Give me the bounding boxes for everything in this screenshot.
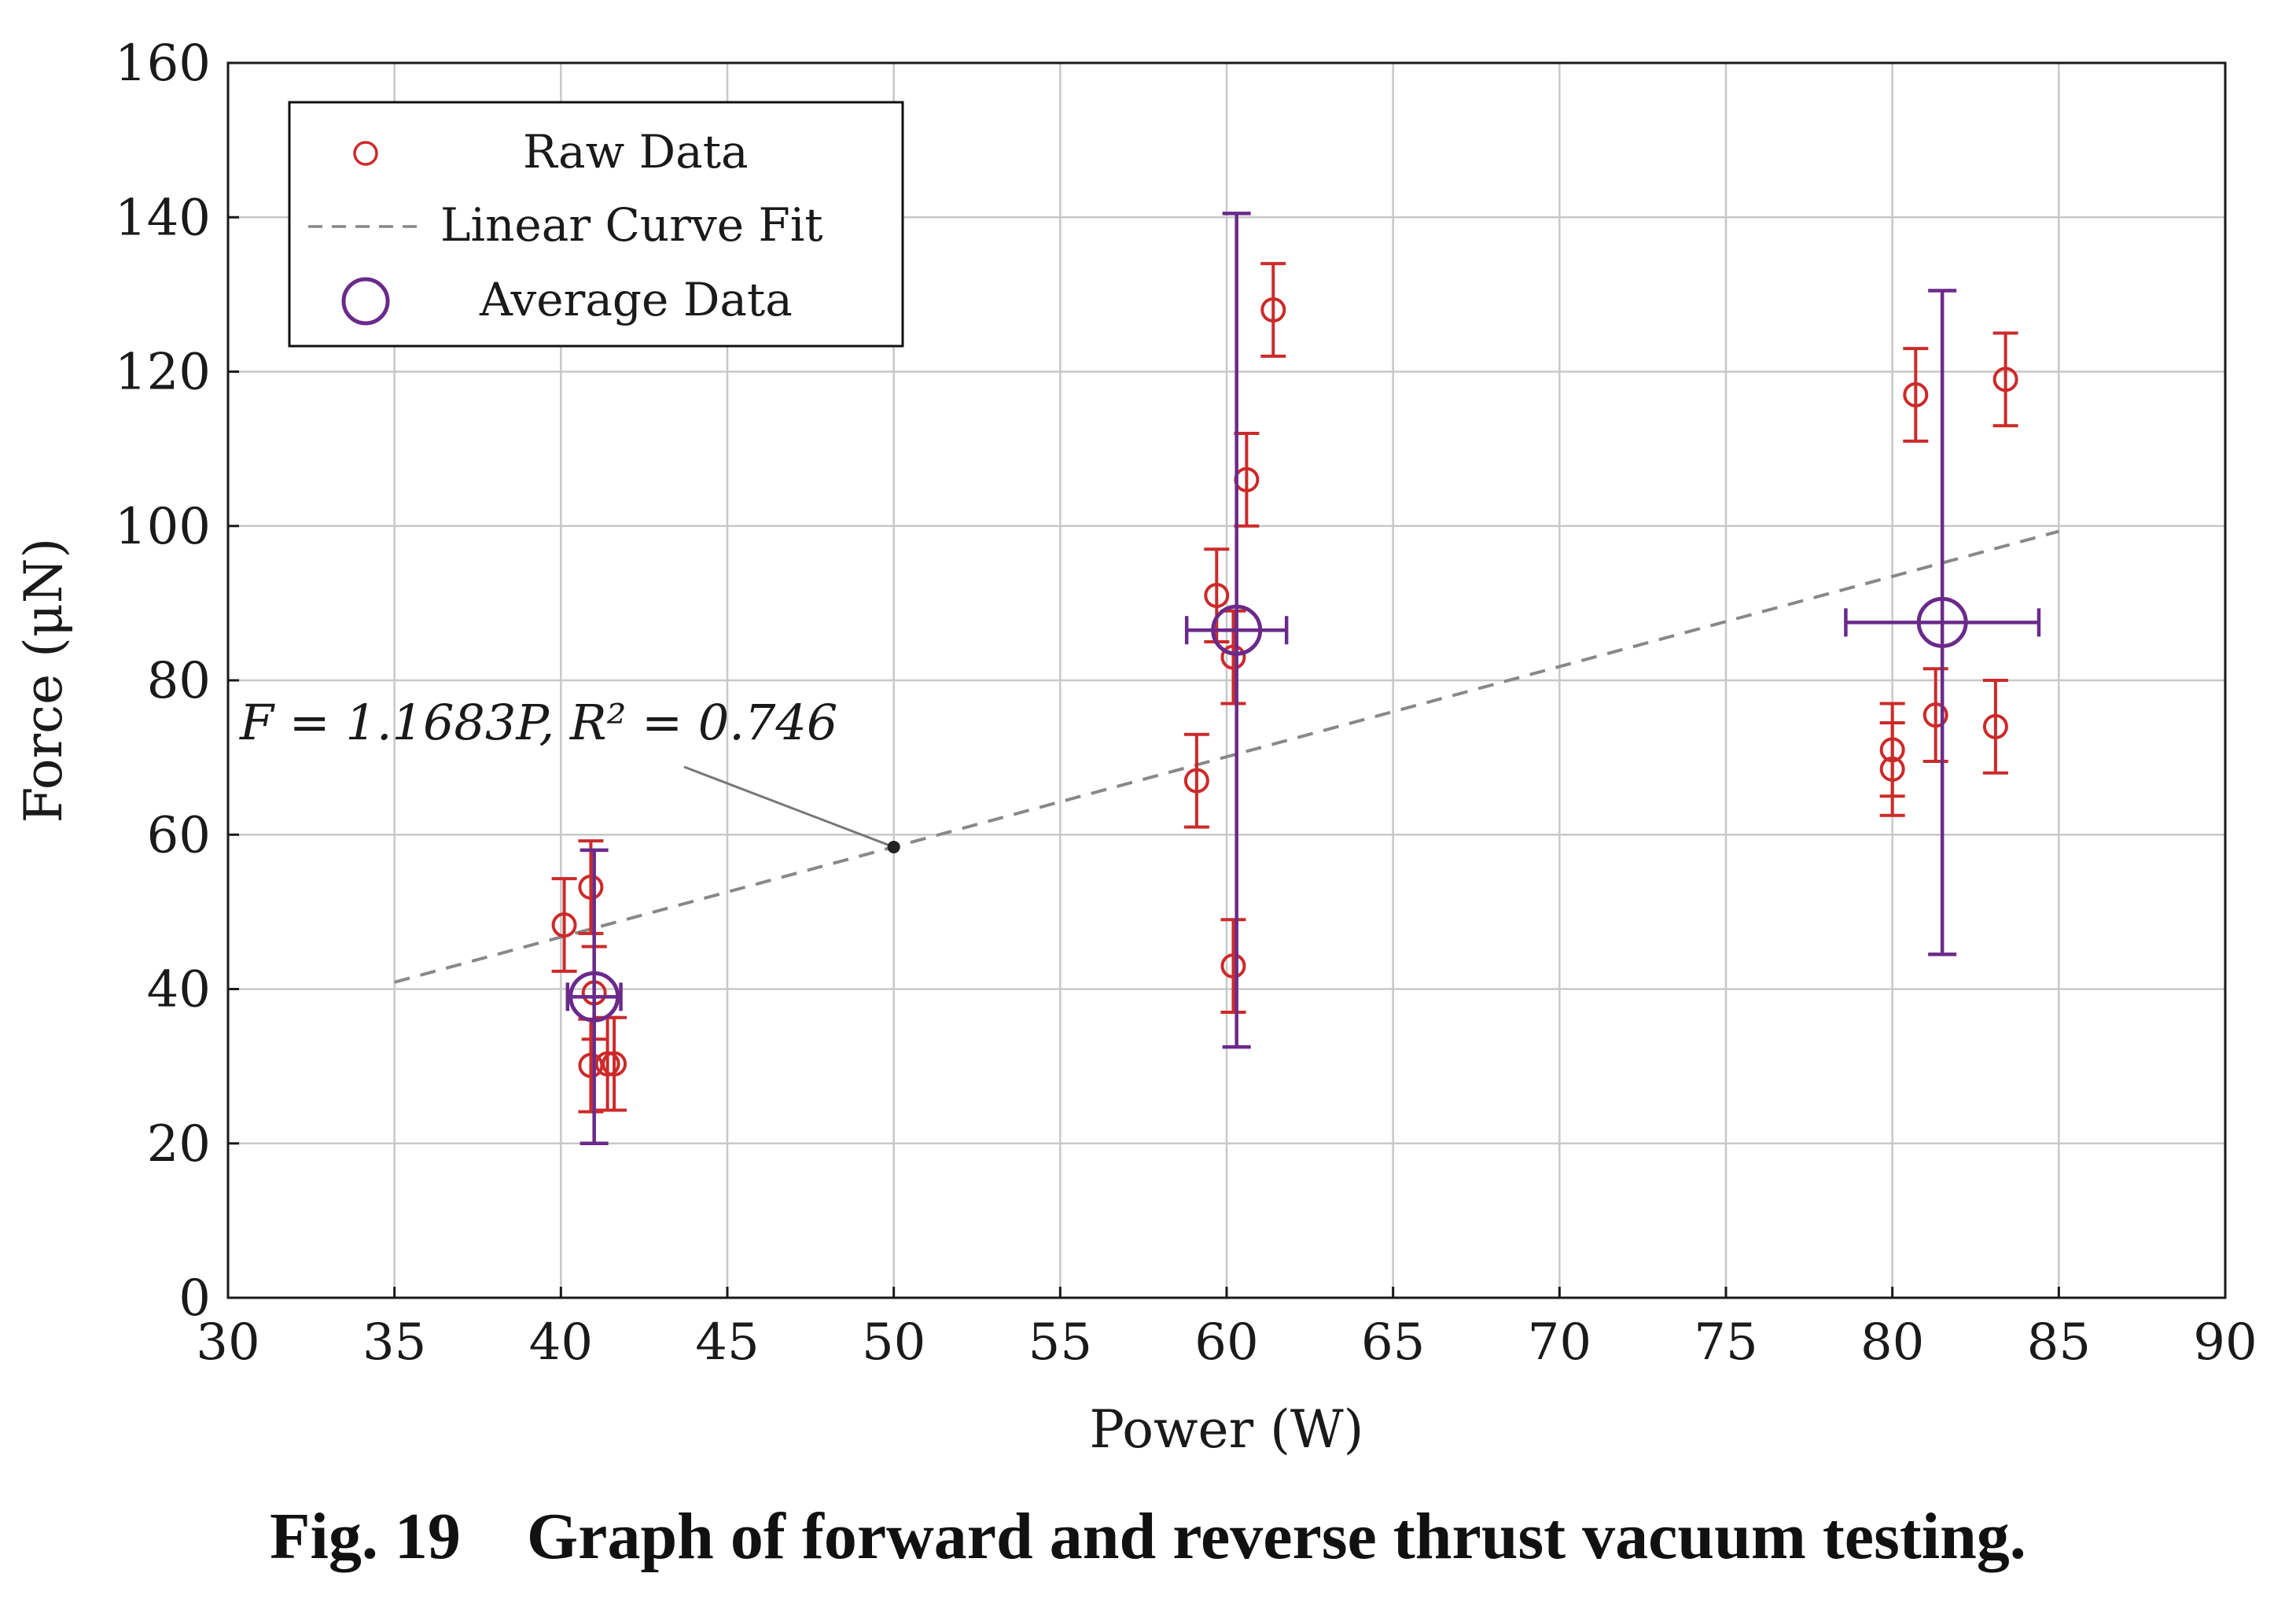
legend: Raw Data Linear Curve Fit Average Data xyxy=(288,101,904,348)
raw-data-point xyxy=(1220,953,1246,979)
x-tick-label: 70 xyxy=(1528,1313,1591,1372)
legend-average-label: Average Data xyxy=(479,273,793,326)
y-tick-label: 20 xyxy=(147,1115,211,1173)
y-tick-label: 140 xyxy=(115,189,211,247)
x-tick-label: 75 xyxy=(1694,1313,1757,1372)
thrust-chart: 30 35 40 45 50 55 60 65 70 75 80 85 90 0 20 40 60 80 100 1… xyxy=(13,35,2257,1460)
x-ticks: 30 35 40 45 50 55 60 65 70 75 80 85 90 xyxy=(196,1287,2257,1372)
y-tick-label: 60 xyxy=(147,806,211,864)
x-tick-label: 90 xyxy=(2193,1313,2257,1372)
x-tick-label: 40 xyxy=(529,1313,593,1372)
x-tick-label: 50 xyxy=(862,1313,925,1372)
x-tick-label: 35 xyxy=(362,1313,426,1372)
fit-annotation: F = 1.1683P, R² = 0.746 xyxy=(239,694,900,853)
average-data-point xyxy=(1211,604,1263,656)
legend-average-marker xyxy=(341,277,390,326)
raw-data-point xyxy=(551,912,577,938)
raw-data-point xyxy=(1992,367,2018,392)
legend-raw-label: Raw Data xyxy=(523,125,749,179)
x-axis-label: Power (W) xyxy=(1090,1399,1364,1460)
legend-box xyxy=(288,101,904,348)
y-tick-label: 100 xyxy=(115,498,211,556)
x-tick-label: 30 xyxy=(196,1313,259,1372)
annotation-point xyxy=(887,840,900,853)
figure-caption: Fig. 19 Graph of forward and reverse thr… xyxy=(270,1500,2026,1573)
y-tick-label: 40 xyxy=(147,961,211,1019)
x-tick-label: 55 xyxy=(1028,1313,1092,1372)
annotation-leader-line xyxy=(683,765,895,849)
x-tick-label: 60 xyxy=(1194,1313,1258,1372)
average-data-point xyxy=(1916,596,1968,648)
raw-data-point xyxy=(1982,713,2008,739)
raw-data-point xyxy=(1183,768,1209,794)
average-data-layer xyxy=(565,212,2041,1145)
y-tick-label: 120 xyxy=(115,344,211,402)
raw-data-point xyxy=(602,1051,627,1077)
linear-fit-line xyxy=(394,529,2059,984)
raw-data-layer xyxy=(551,262,2018,1114)
raw-data-point xyxy=(1903,381,1929,407)
y-tick-label: 0 xyxy=(178,1269,211,1328)
average-data-point xyxy=(568,971,620,1022)
x-tick-label: 65 xyxy=(1361,1313,1425,1372)
raw-data-point xyxy=(1923,702,1948,728)
raw-data-point xyxy=(1260,297,1286,322)
x-tick-label: 45 xyxy=(695,1313,759,1372)
annotation-text: F = 1.1683P, R² = 0.746 xyxy=(239,694,837,751)
fit-layer xyxy=(394,529,2059,984)
y-axis-label: Force (μN) xyxy=(13,538,74,823)
legend-raw-marker xyxy=(353,141,378,166)
raw-data-point xyxy=(1879,756,1905,782)
y-tick-label: 80 xyxy=(147,652,211,710)
y-ticks: 0 20 40 60 80 100 120 140 160 xyxy=(115,35,239,1328)
raw-data-point xyxy=(594,1051,620,1077)
x-tick-label: 85 xyxy=(2027,1313,2091,1372)
y-tick-label: 160 xyxy=(115,35,211,93)
x-tick-label: 80 xyxy=(1860,1313,1924,1372)
legend-fit-label: Linear Curve Fit xyxy=(440,198,823,252)
raw-data-point xyxy=(1220,644,1246,670)
raw-data-point xyxy=(1204,583,1230,609)
raw-data-point xyxy=(578,874,604,900)
